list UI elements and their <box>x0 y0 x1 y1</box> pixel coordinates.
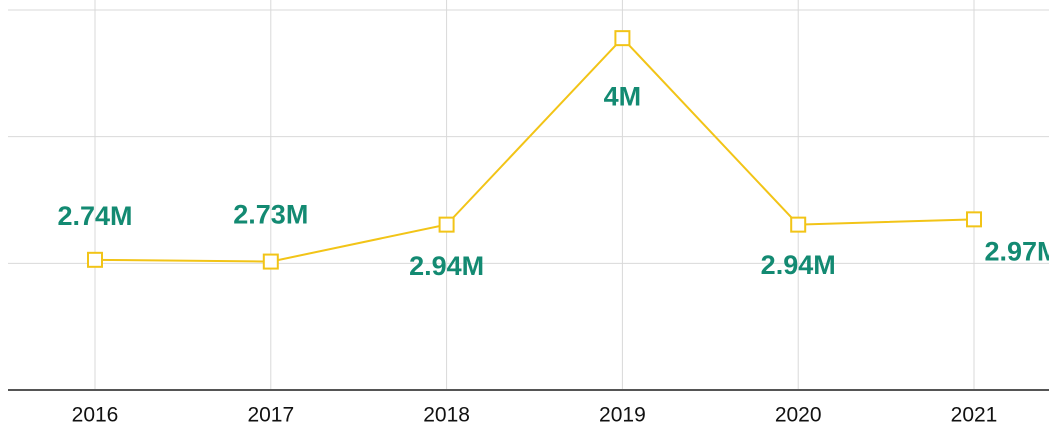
x-tick-label: 2017 <box>247 404 294 427</box>
point <box>438 216 455 233</box>
point <box>87 251 103 268</box>
data-label: 2.97M <box>984 236 1049 266</box>
data-label: 2.73M <box>233 200 308 230</box>
data-label: 2.74M <box>57 201 132 231</box>
x-tick-label: 2018 <box>423 404 470 427</box>
x-tick-label: 2016 <box>72 404 119 427</box>
x-tick-label: 2019 <box>599 404 646 427</box>
x-tick-label: 2021 <box>951 404 998 427</box>
x-tick-label: 2020 <box>775 404 822 427</box>
line <box>94 36 975 263</box>
data-label: 2.94M <box>409 251 484 281</box>
point <box>262 253 279 270</box>
point <box>966 211 982 228</box>
point <box>614 30 631 47</box>
data-label: 4M <box>604 81 642 111</box>
point <box>790 216 807 233</box>
data-label: 2.94M <box>761 250 836 280</box>
